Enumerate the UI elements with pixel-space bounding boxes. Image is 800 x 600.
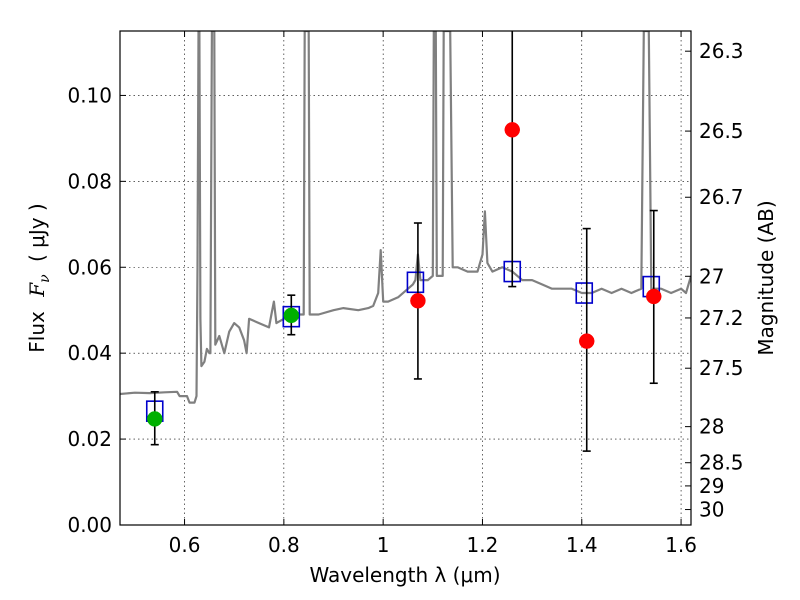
svg-text:Flux Fν ( μJy ): Flux Fν ( μJy ) — [25, 203, 54, 352]
y2-tick-label: 27 — [699, 264, 724, 288]
y2-tick-label: 28.5 — [699, 451, 744, 475]
y2-tick-label: 27.5 — [699, 356, 744, 380]
y-tick-label: 0.08 — [67, 169, 112, 193]
y2-tick-label: 26.3 — [699, 39, 744, 63]
model-photometry-square — [575, 282, 594, 304]
x-tick-label: 1.4 — [566, 533, 598, 557]
observed-point — [410, 293, 426, 309]
y2-tick-label: 26.7 — [699, 185, 744, 209]
observed-point — [578, 333, 595, 349]
y-tick-label: 0.04 — [67, 341, 112, 365]
y-axis-label-var: F — [25, 282, 49, 298]
y-axis-label: Flux Fν ( μJy ) — [25, 203, 54, 352]
data-markers — [145, 31, 662, 452]
plot-frame — [119, 30, 692, 526]
x-tick-label: 1 — [377, 533, 390, 557]
y2-tick-label: 28 — [699, 415, 724, 439]
y-axis-ticks: 0.00 0.02 0.04 0.06 0.08 0.10 — [67, 83, 126, 537]
x-axis-ticks: 0.6 0.8 1 1.2 1.4 1.6 — [169, 31, 697, 557]
y2-tick-label: 27.2 — [699, 306, 744, 330]
x-tick-label: 0.8 — [268, 533, 300, 557]
y-tick-label: 0.06 — [67, 255, 112, 279]
y2-tick-label: 30 — [699, 498, 724, 522]
x-axis-label: Wavelength λ (μm) — [309, 563, 500, 587]
model-photometry-square — [406, 271, 425, 294]
observed-point — [147, 411, 163, 427]
y-axis-label-sub: ν — [37, 274, 53, 283]
x-tick-label: 1.6 — [665, 533, 697, 557]
y2-tick-label: 26.5 — [699, 119, 744, 143]
y2-axis-label: Magnitude (AB) — [754, 200, 778, 355]
grid-lines — [120, 31, 691, 525]
plot-area — [120, 31, 691, 404]
y-axis-label-prefix: Flux — [25, 311, 49, 353]
y-tick-label: 0.02 — [67, 427, 112, 451]
y-tick-label: 0.00 — [67, 513, 112, 537]
observed-point — [283, 307, 300, 324]
observed-point — [646, 288, 662, 305]
model-sed-line — [120, 31, 691, 404]
y2-tick-label: 29 — [699, 474, 724, 498]
y-axis-label-unit: ( μJy ) — [25, 203, 49, 262]
y-tick-label: 0.10 — [67, 83, 112, 107]
x-tick-label: 0.6 — [169, 533, 201, 557]
observed-point — [504, 122, 521, 138]
x-tick-label: 1.2 — [467, 533, 499, 557]
